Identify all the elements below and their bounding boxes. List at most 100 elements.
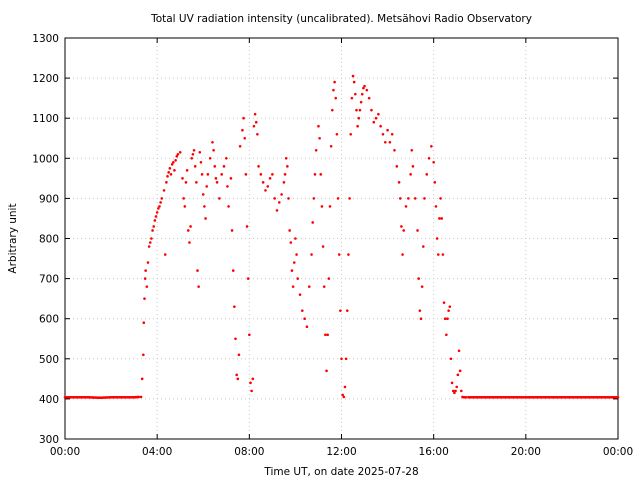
data-point — [215, 181, 219, 184]
data-points — [63, 74, 620, 399]
data-point — [233, 305, 236, 308]
data-point — [448, 305, 452, 308]
data-point — [145, 285, 149, 288]
chart-title: Total UV radiation intensity (uncalibrat… — [150, 13, 532, 25]
data-point — [358, 108, 362, 112]
data-point — [230, 229, 234, 232]
data-point — [445, 333, 448, 337]
data-point — [407, 197, 410, 200]
data-point — [143, 277, 147, 280]
data-point — [427, 157, 431, 160]
y-tick-labels: 300 400 500 600 700 800 900 1000 1100 1200 1300 — [32, 33, 59, 446]
data-point — [196, 269, 199, 272]
data-point — [186, 229, 190, 232]
x-tick-label: 04:00 — [142, 446, 172, 458]
data-point — [453, 391, 456, 395]
data-point — [326, 333, 329, 337]
data-point — [411, 165, 415, 168]
x-tick-label: 08:00 — [234, 446, 264, 458]
data-point — [320, 205, 324, 208]
data-point — [443, 317, 447, 321]
data-point — [370, 108, 373, 112]
data-point — [153, 219, 157, 222]
data-point — [291, 285, 295, 288]
y-tick-label: 400 — [39, 394, 59, 406]
data-point — [289, 241, 293, 244]
data-point — [150, 237, 153, 240]
data-point — [310, 253, 313, 256]
data-point — [388, 140, 392, 144]
data-point — [313, 173, 317, 176]
x-axis-title: Time UT, on date 2025-07-28 — [263, 466, 418, 478]
data-point — [455, 385, 459, 389]
data-point — [449, 357, 453, 361]
data-point — [305, 325, 309, 329]
data-point — [206, 173, 210, 176]
data-point — [273, 197, 276, 200]
y-tick-label: 600 — [39, 314, 59, 326]
data-point — [425, 173, 429, 176]
data-point — [151, 229, 154, 232]
data-point — [454, 389, 457, 393]
data-point — [335, 132, 339, 136]
data-point — [203, 205, 206, 208]
data-point — [192, 148, 196, 152]
data-point — [390, 132, 394, 136]
data-point — [434, 205, 438, 208]
data-point — [349, 132, 353, 136]
data-point — [357, 116, 361, 120]
data-point — [379, 124, 382, 128]
data-point — [287, 197, 290, 200]
data-point — [312, 197, 316, 200]
data-point — [140, 377, 144, 381]
data-point — [354, 92, 357, 96]
data-point — [381, 132, 385, 136]
data-point — [200, 173, 204, 176]
data-point — [190, 157, 194, 160]
data-point — [252, 124, 256, 128]
data-point — [328, 205, 332, 208]
data-point — [343, 385, 347, 389]
data-point — [398, 197, 402, 200]
data-point — [271, 173, 274, 176]
grid — [65, 38, 618, 439]
y-tick-label: 900 — [39, 193, 59, 205]
data-point — [157, 207, 160, 210]
data-point — [227, 205, 230, 208]
data-point — [168, 167, 172, 170]
data-point — [259, 173, 263, 176]
data-point — [178, 150, 182, 154]
data-point — [334, 96, 338, 100]
data-point — [464, 395, 468, 399]
data-point — [360, 92, 364, 96]
data-point — [303, 317, 306, 321]
data-point — [372, 120, 376, 124]
data-point — [185, 169, 189, 172]
data-point — [162, 189, 166, 192]
data-point — [211, 140, 214, 144]
data-point — [377, 112, 380, 116]
data-point — [319, 173, 323, 176]
data-point — [348, 197, 351, 200]
data-point — [446, 317, 449, 321]
data-point — [421, 245, 425, 248]
data-point — [436, 253, 440, 256]
data-point — [175, 154, 179, 158]
data-point — [347, 253, 350, 256]
data-point — [218, 197, 221, 200]
data-point — [409, 173, 412, 176]
data-point — [317, 124, 320, 128]
data-point — [336, 197, 340, 200]
data-point — [307, 285, 311, 288]
data-point — [174, 159, 177, 162]
data-point — [321, 245, 325, 248]
data-point — [205, 185, 209, 188]
data-point — [241, 128, 244, 132]
data-point — [208, 157, 212, 160]
data-point — [332, 88, 335, 92]
data-point — [430, 144, 433, 148]
data-point — [352, 80, 356, 84]
data-point — [235, 373, 238, 377]
data-point — [189, 225, 192, 228]
